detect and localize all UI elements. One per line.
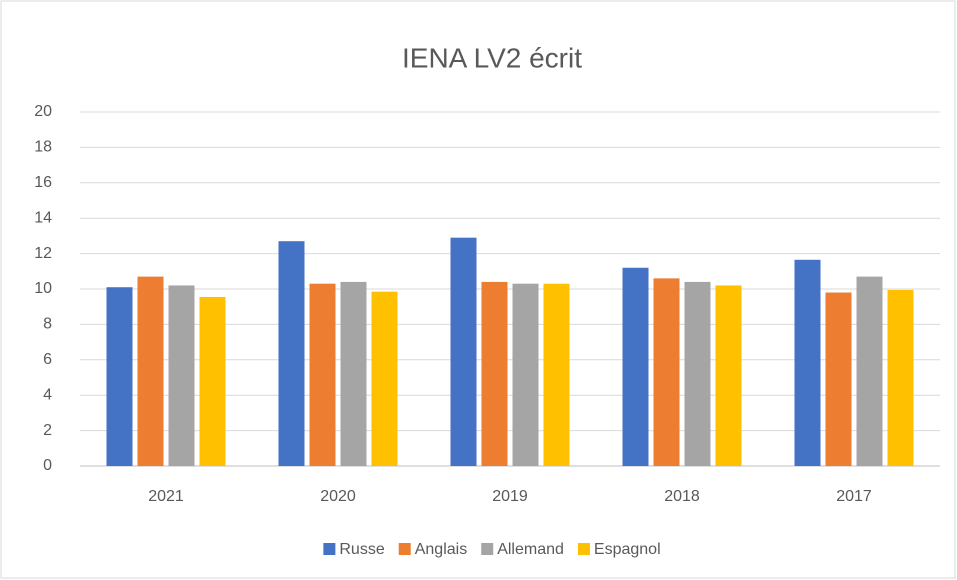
bar bbox=[715, 285, 742, 466]
y-tick-label: 16 bbox=[34, 174, 52, 191]
legend-swatch bbox=[577, 543, 590, 555]
bar bbox=[512, 283, 539, 466]
bar bbox=[371, 291, 398, 466]
chart-title: IENA LV2 écrit bbox=[402, 42, 582, 73]
legend-label: Russe bbox=[339, 541, 384, 558]
legend-label: Allemand bbox=[497, 541, 564, 558]
bar bbox=[856, 276, 883, 466]
legend-label: Anglais bbox=[415, 541, 467, 558]
bar bbox=[653, 278, 680, 466]
y-tick-label: 18 bbox=[34, 139, 52, 156]
bar bbox=[309, 283, 336, 466]
bar bbox=[887, 289, 914, 466]
x-tick-label: 2017 bbox=[836, 488, 872, 505]
bar bbox=[168, 285, 195, 466]
bar bbox=[481, 281, 508, 466]
legend-swatch bbox=[481, 543, 494, 555]
legend-swatch bbox=[398, 543, 411, 555]
x-tick-label: 2020 bbox=[320, 488, 356, 505]
y-tick-label: 0 bbox=[43, 457, 52, 474]
bar bbox=[684, 281, 711, 466]
bar bbox=[794, 259, 821, 466]
y-tick-label: 12 bbox=[34, 245, 52, 262]
bar bbox=[278, 241, 305, 466]
legend-swatch bbox=[323, 543, 336, 555]
y-tick-label: 8 bbox=[43, 316, 52, 333]
bar bbox=[137, 276, 164, 466]
y-tick-label: 10 bbox=[34, 280, 52, 297]
legend-label: Espagnol bbox=[594, 541, 661, 558]
x-tick-label: 2019 bbox=[492, 488, 528, 505]
x-tick-label: 2021 bbox=[148, 488, 184, 505]
bar bbox=[825, 292, 852, 466]
bar bbox=[199, 296, 226, 466]
y-tick-label: 14 bbox=[34, 209, 52, 226]
bar bbox=[340, 281, 367, 466]
bar bbox=[450, 237, 477, 466]
y-tick-label: 6 bbox=[43, 351, 52, 368]
bar bbox=[543, 283, 570, 466]
bar bbox=[622, 267, 649, 466]
y-tick-label: 2 bbox=[43, 422, 52, 439]
y-tick-label: 4 bbox=[43, 386, 52, 403]
y-tick-label: 20 bbox=[34, 103, 52, 120]
x-tick-label: 2018 bbox=[664, 488, 700, 505]
bar bbox=[106, 287, 133, 466]
